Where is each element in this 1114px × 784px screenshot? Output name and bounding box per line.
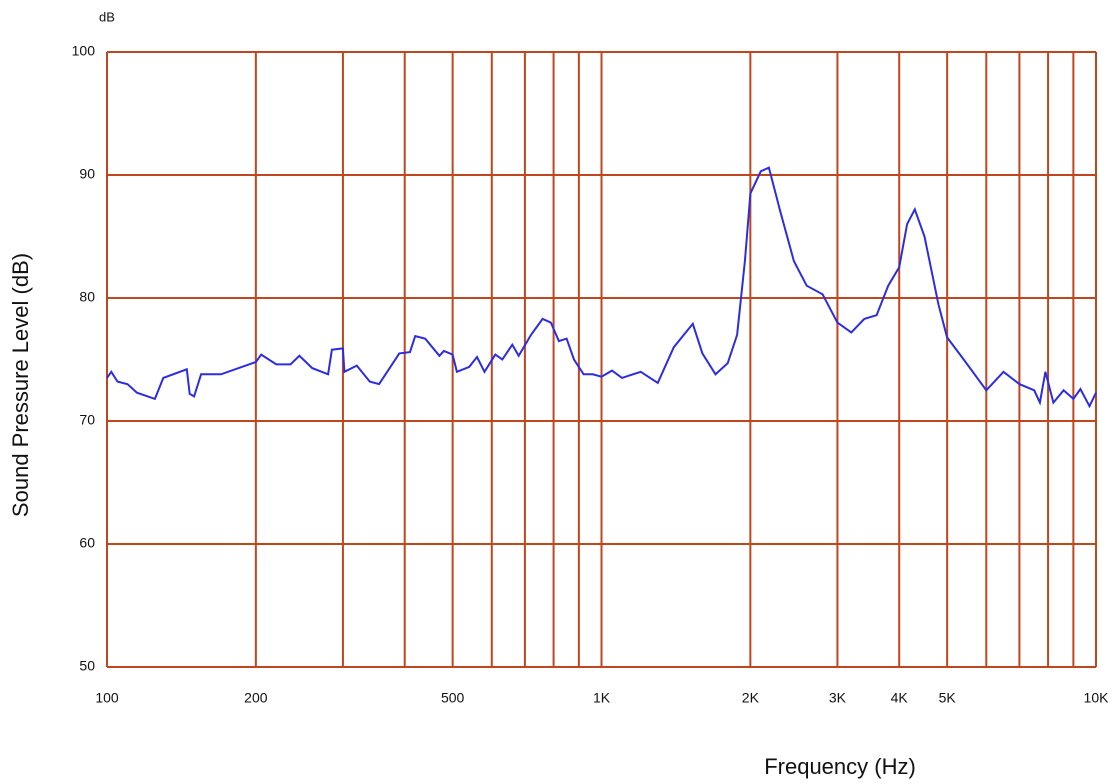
y-axis-title: Sound Pressure Level (dB) — [8, 253, 33, 517]
y-tick-label: 90 — [79, 166, 95, 182]
y-unit: dB — [99, 9, 115, 24]
x-tick-label: 3K — [829, 690, 847, 706]
x-tick-label: 200 — [244, 690, 268, 706]
y-tick-label: 80 — [79, 289, 95, 305]
x-tick-label: 500 — [441, 690, 465, 706]
x-tick-label: 4K — [891, 690, 909, 706]
x-axis-title: Frequency (Hz) — [764, 754, 916, 779]
y-tick-label: 50 — [79, 658, 95, 674]
x-tick-label: 2K — [742, 690, 760, 706]
y-tick-label: 100 — [72, 43, 96, 59]
y-tick-label: 60 — [79, 535, 95, 551]
y-tick-label: 70 — [79, 412, 95, 428]
x-tick-label: 1K — [593, 690, 611, 706]
x-tick-label: 5K — [939, 690, 957, 706]
data-line — [106, 166, 1097, 409]
x-tick-label: 100 — [95, 690, 119, 706]
x-tick-label: 10K — [1084, 690, 1110, 706]
